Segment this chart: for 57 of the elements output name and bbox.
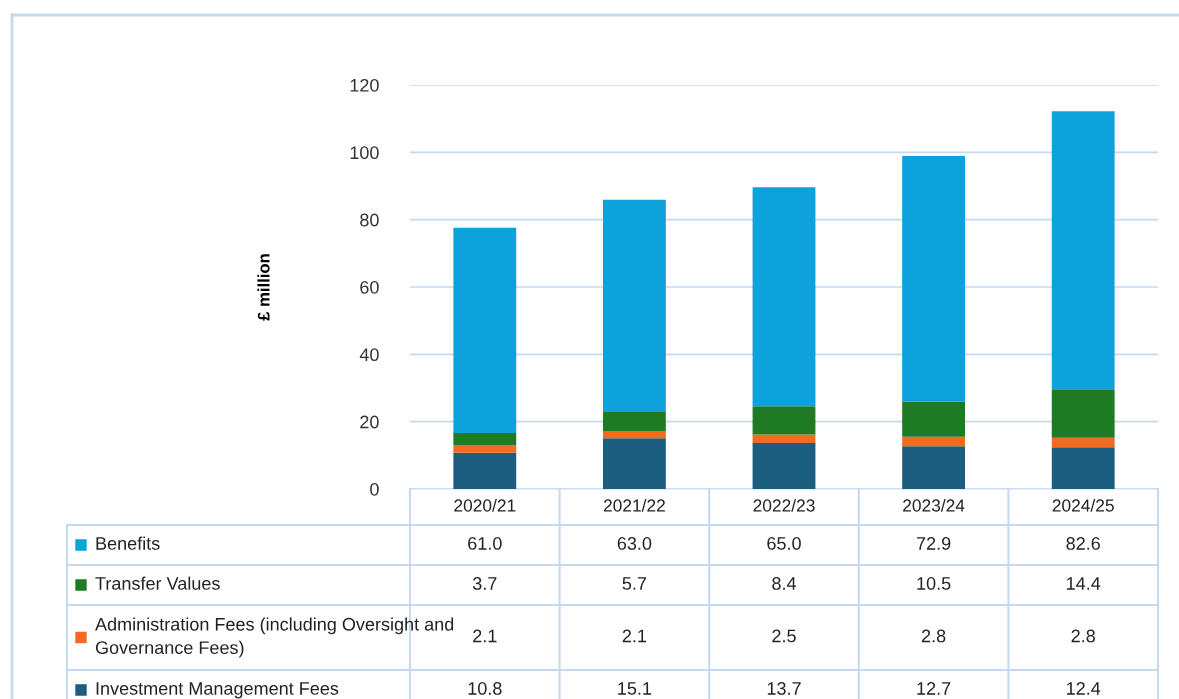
y-tick-label: 20 (360, 415, 379, 429)
y-tick-label: 100 (350, 146, 379, 160)
bar (453, 227, 517, 434)
bar (1051, 447, 1115, 489)
bar (902, 401, 966, 437)
legend-label: Benefits (96, 536, 160, 550)
bar (453, 452, 517, 489)
x-tick-label: 2024/25 (1052, 498, 1114, 512)
x-tick-label: 2021/22 (603, 498, 665, 512)
data-label: 2.1 (622, 629, 647, 643)
bar (602, 411, 666, 432)
bar (602, 438, 666, 489)
y-tick-label: 40 (359, 348, 379, 362)
y-axis-title: £ million (257, 254, 270, 321)
x-tick-label: 2023/24 (903, 498, 965, 512)
bar (752, 406, 816, 435)
data-label: 10.5 (917, 577, 951, 590)
legend-label: Administration Fees (including Oversight and Governance Fees) (95, 617, 454, 658)
bar (602, 431, 666, 439)
data-label: 14.4 (1067, 577, 1101, 590)
legend-label: Investment Management Fees (96, 682, 339, 699)
y-tick-label: 80 (360, 213, 379, 227)
data-label: 13.7 (767, 682, 801, 695)
data-label: 12.7 (917, 682, 951, 695)
data-label: 2.5 (772, 629, 796, 643)
y-tick-label: 60 (360, 280, 379, 294)
data-label: 61.0 (468, 537, 502, 550)
bar (752, 187, 816, 407)
bar (902, 156, 966, 402)
bar (1051, 389, 1115, 438)
data-label: 8.4 (772, 577, 797, 590)
data-label: 63.0 (617, 537, 652, 550)
bar (453, 433, 517, 446)
bar (602, 199, 666, 412)
x-tick-label: 2022/23 (753, 498, 815, 512)
bar (1051, 111, 1115, 390)
bar (752, 434, 816, 443)
data-label: 3.7 (472, 577, 497, 590)
data-label: 72.9 (916, 537, 951, 550)
y-tick-label: 120 (350, 78, 379, 92)
data-label: 12.4 (1067, 682, 1101, 695)
bar (902, 446, 966, 489)
y-tick-label: 0 (370, 482, 379, 496)
data-label: 2.8 (921, 629, 946, 643)
data-label: 2.1 (473, 629, 497, 643)
x-tick-label: 2020/21 (454, 498, 516, 512)
data-label: 15.1 (618, 682, 652, 695)
data-label: 5.7 (622, 577, 647, 590)
data-label: 2.8 (1071, 629, 1095, 643)
bar (453, 445, 517, 453)
bar (752, 442, 816, 489)
bar (1051, 437, 1115, 448)
data-label: 82.6 (1066, 537, 1100, 550)
data-label: 65.0 (767, 537, 801, 550)
legend-label: Transfer Values (95, 576, 220, 590)
bar (902, 436, 966, 447)
data-label: 10.8 (468, 682, 502, 695)
